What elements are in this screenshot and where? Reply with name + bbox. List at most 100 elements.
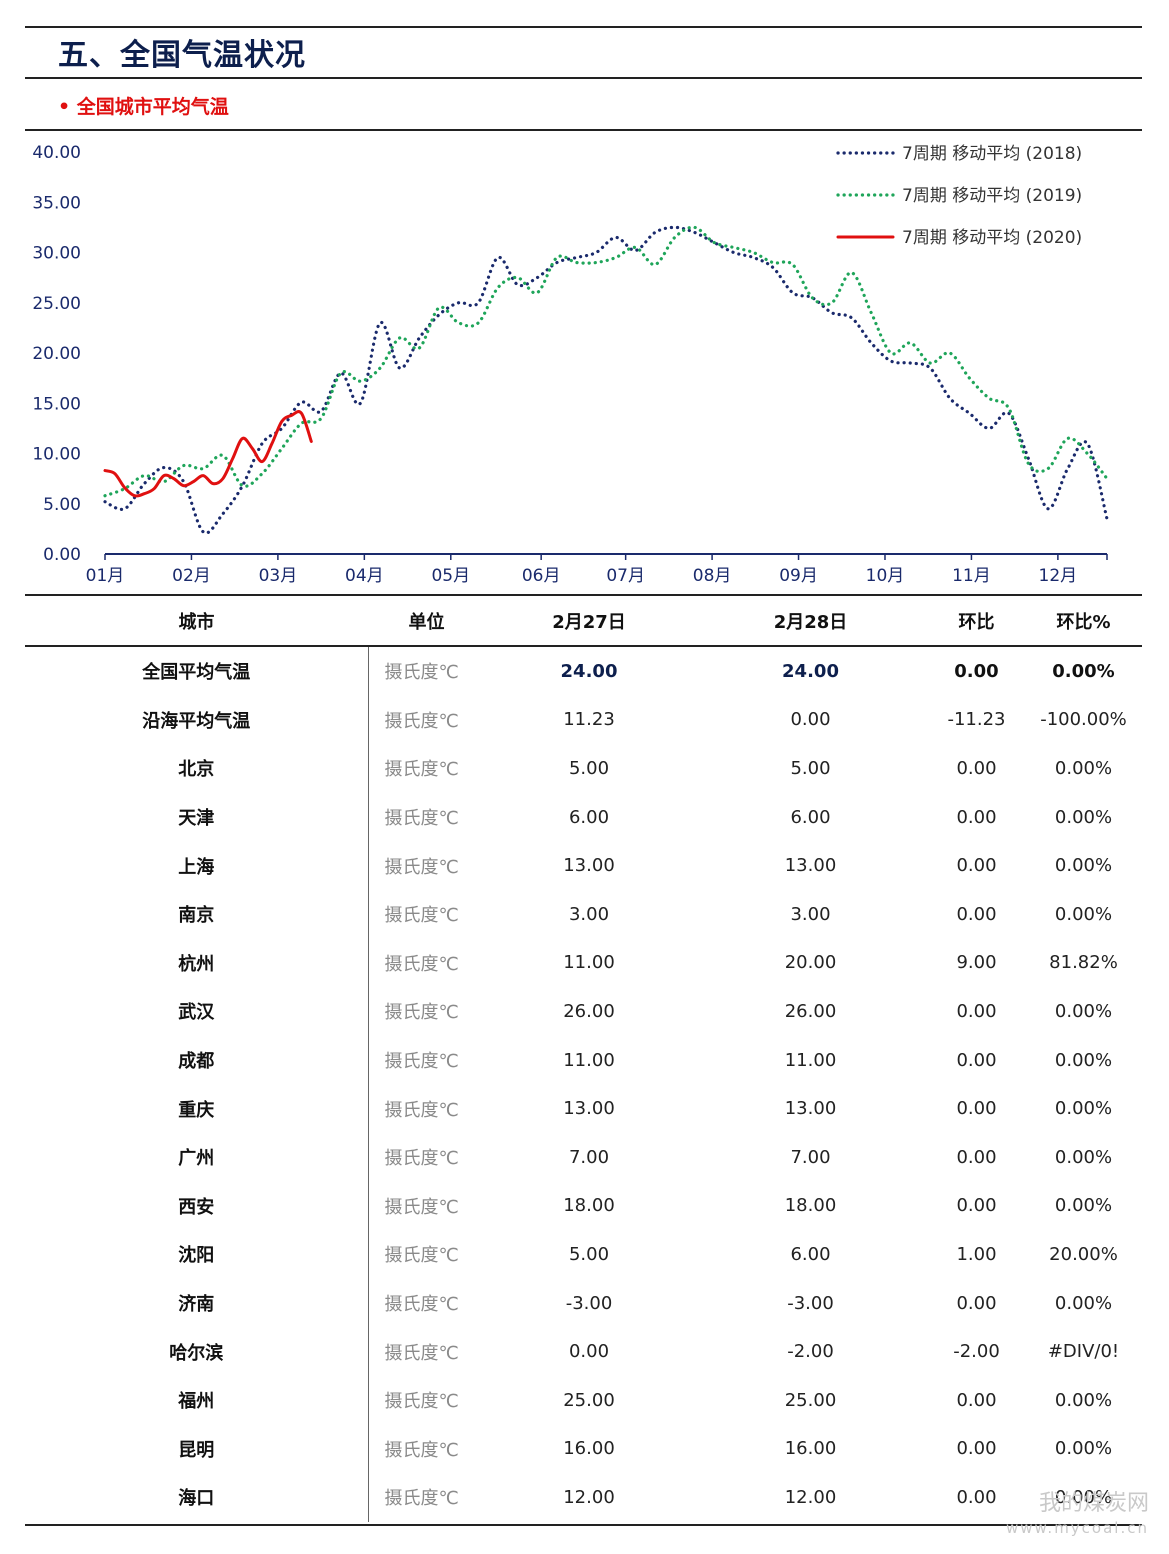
change-pct-cell: 0.00% <box>1054 1000 1113 1022</box>
value-cell-date-2: 16.00 <box>784 1438 837 1460</box>
city-cell: 武汉 <box>178 1002 215 1024</box>
change-cell: 0.00 <box>956 1486 997 1508</box>
watermark: 我的煤炭网 www.mycoal.cn <box>1006 1492 1149 1540</box>
city-cell: 全国平均气温 <box>142 662 251 684</box>
city-cell: 成都 <box>178 1051 215 1073</box>
city-cell: 福州 <box>178 1391 215 1413</box>
change-pct-cell: 0.00% <box>1054 1049 1113 1071</box>
city-cell: 哈尔滨 <box>169 1342 224 1364</box>
value-cell-date-1: 5.00 <box>568 1243 610 1265</box>
table-row: 海口 摄氏度℃ 12.00 12.00 0.00 0.00% <box>25 1473 1142 1522</box>
table-row: 成都 摄氏度℃ 11.00 11.00 0.00 0.00% <box>25 1035 1142 1085</box>
table-row: 广州 摄氏度℃ 7.00 7.00 0.00 0.00% <box>25 1132 1142 1182</box>
series-line-2 <box>103 410 313 498</box>
table-body: 全国平均气温 摄氏度℃ 24.00 24.00 0.00 0.00% 沿海平均气温 摄氏度℃ 1… <box>25 646 1142 1522</box>
unit-cell: 摄氏度℃ <box>367 1424 485 1474</box>
city-cell: 沿海平均气温 <box>142 710 251 732</box>
change-cell: 0.00 <box>956 855 997 877</box>
change-cell: -2.00 <box>953 1341 1000 1363</box>
value-cell-date-1: 12.00 <box>563 1486 615 1508</box>
value-cell-date-1: 11.23 <box>563 709 615 731</box>
x-tick-label: 07月 <box>606 566 645 586</box>
unit-cell: 摄氏度℃ <box>367 1327 485 1376</box>
unit-cell: 摄氏度℃ <box>367 841 485 890</box>
change-pct-cell: 0.00% <box>1054 1389 1113 1411</box>
chart-bottom-rule <box>25 594 1142 596</box>
y-tick-label: 40.00 <box>32 143 81 163</box>
city-cell: 海口 <box>178 1488 215 1510</box>
change-pct-cell: 0.00% <box>1054 1146 1113 1168</box>
value-cell-date-1: 5.00 <box>568 757 610 779</box>
series-layer <box>103 225 1109 535</box>
value-cell-date-1: 24.00 <box>560 660 618 682</box>
unit-cell: 摄氏度℃ <box>367 938 485 988</box>
change-cell: 0.00 <box>956 1146 997 1168</box>
x-tick-label: 02月 <box>172 566 211 586</box>
chart-top-rule <box>25 129 1142 131</box>
value-cell-date-2: 13.00 <box>784 855 837 877</box>
unit-cell: 摄氏度℃ <box>367 1375 485 1425</box>
value-cell-date-1: 25.00 <box>563 1389 615 1411</box>
change-cell: 0.00 <box>956 1049 997 1071</box>
value-cell-date-2: 6.00 <box>790 806 831 828</box>
change-pct-cell: 0.00% <box>1054 757 1113 779</box>
value-cell-date-1: 13.00 <box>563 1098 615 1120</box>
unit-cell: 摄氏度℃ <box>367 695 485 745</box>
value-cell-date-2: 25.00 <box>784 1389 837 1411</box>
change-cell: 0.00 <box>956 1195 997 1217</box>
header-change: 环比 <box>958 611 995 633</box>
table-row: 全国平均气温 摄氏度℃ 24.00 24.00 0.00 0.00% <box>25 646 1142 696</box>
value-cell-date-2: 18.00 <box>784 1195 837 1217</box>
change-cell: 0.00 <box>956 757 997 779</box>
unit-cell: 摄氏度℃ <box>367 744 485 793</box>
city-temperature-table: 城市 单位 2月27日 2月28日 环比 环比% 全国平均气温 摄氏度℃ 24.00… <box>25 596 1142 1522</box>
value-cell-date-1: 13.00 <box>563 855 615 877</box>
y-tick-label: 10.00 <box>32 445 81 465</box>
header-city: 城市 <box>178 611 215 633</box>
value-cell-date-2: -3.00 <box>787 1292 834 1314</box>
value-cell-date-2: 24.00 <box>782 660 839 682</box>
header-change-pct: 环比% <box>1056 611 1111 633</box>
change-pct-cell: 0.00% <box>1054 1292 1113 1314</box>
value-cell-date-2: -2.00 <box>787 1341 834 1363</box>
value-cell-date-1: 11.00 <box>563 1049 615 1071</box>
y-tick-label: 0.00 <box>43 545 81 565</box>
table-row: 哈尔滨 摄氏度℃ 0.00 -2.00 -2.00 #DIV/0! <box>25 1327 1142 1376</box>
city-cell: 上海 <box>178 856 215 878</box>
city-cell: 广州 <box>178 1148 215 1170</box>
unit-cell: 摄氏度℃ <box>367 1473 485 1522</box>
table-bottom-rule <box>25 1524 1142 1526</box>
y-tick-label: 15.00 <box>32 394 81 414</box>
value-cell-date-2: 12.00 <box>784 1486 837 1508</box>
value-cell-date-1: 26.00 <box>563 1000 615 1022</box>
title-underline <box>25 77 1142 79</box>
city-cell: 南京 <box>178 905 215 927</box>
x-tick-label: 01月 <box>86 566 125 586</box>
y-axis: 40.00 35.00 30.00 25.00 20.00 15.00 10.00 5.00 0… <box>32 143 81 565</box>
value-cell-date-1: 16.00 <box>563 1438 615 1460</box>
change-cell: 0.00 <box>954 660 999 682</box>
unit-cell: 摄氏度℃ <box>367 1230 485 1279</box>
unit-cell: 摄氏度℃ <box>367 1181 485 1231</box>
table-row: 福州 摄氏度℃ 25.00 25.00 0.00 0.00% <box>25 1375 1142 1425</box>
table-row: 上海 摄氏度℃ 13.00 13.00 0.00 0.00% <box>25 841 1142 890</box>
x-tick-label: 04月 <box>345 566 384 586</box>
table-row: 武汉 摄氏度℃ 26.00 26.00 0.00 0.00% <box>25 987 1142 1036</box>
series-line-0 <box>103 225 1109 535</box>
value-cell-date-2: 26.00 <box>784 1000 837 1022</box>
change-pct-cell: 81.82% <box>1049 952 1118 974</box>
chart-legend: 7周期 移动平均 (2018) 7周期 移动平均 (2019) 7周期 移动平均 (… <box>836 144 1082 248</box>
unit-cell: 摄氏度℃ <box>367 987 485 1036</box>
chart-subtitle: • 全国城市平均气温 <box>58 96 229 118</box>
legend-label: 7周期 移动平均 (2018) <box>902 144 1082 164</box>
city-cell: 北京 <box>178 759 215 781</box>
legend-label: 7周期 移动平均 (2020) <box>902 228 1082 248</box>
change-cell: 0.00 <box>956 1098 997 1120</box>
city-cell: 沈阳 <box>178 1245 215 1267</box>
watermark-url: www.mycoal.cn <box>1006 1519 1149 1537</box>
section-title: 五、全国气温状况 <box>58 38 306 73</box>
value-cell-date-1: 7.00 <box>568 1146 610 1168</box>
header-unit: 单位 <box>408 611 445 633</box>
change-cell: 0.00 <box>956 806 997 828</box>
change-pct-cell: 0.00% <box>1054 1438 1113 1460</box>
